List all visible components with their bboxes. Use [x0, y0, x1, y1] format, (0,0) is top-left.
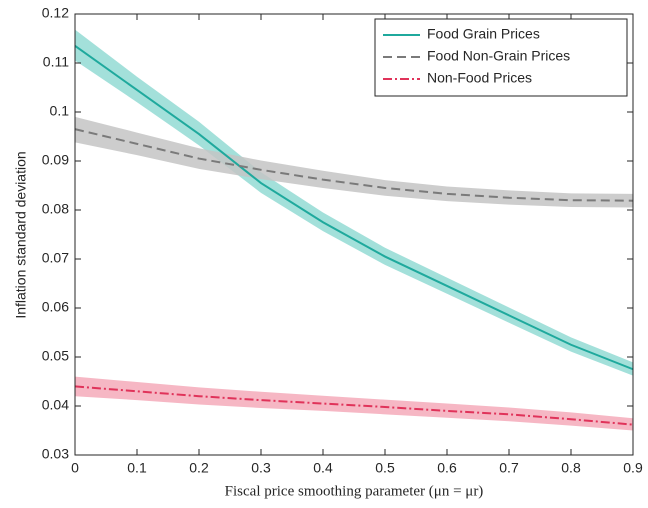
series-line [74, 128, 634, 202]
y-axis-label: Inflation standard deviation [13, 151, 29, 318]
x-tick-label: 0 [71, 460, 79, 476]
x-tick-label: 0.8 [561, 460, 581, 476]
legend-label: Food Grain Prices [427, 26, 540, 42]
y-tick-label: 0.09 [42, 152, 69, 168]
y-tick-label: 0.1 [50, 103, 70, 119]
y-tick-label: 0.03 [42, 446, 69, 462]
confidence-band [75, 116, 633, 208]
y-tick-label: 0.04 [42, 397, 69, 413]
x-tick-label: 0.6 [437, 460, 457, 476]
x-tick-label: 0.4 [313, 460, 333, 476]
series-line [74, 385, 634, 426]
y-tick-label: 0.07 [42, 250, 69, 266]
legend-label: Non-Food Prices [427, 70, 532, 86]
series-line [74, 45, 634, 371]
y-tick-label: 0.05 [42, 348, 69, 364]
x-axis-label: Fiscal price smoothing parameter (μn = μ… [225, 483, 484, 499]
x-tick-label: 0.3 [251, 460, 271, 476]
y-tick-label: 0.08 [42, 201, 69, 217]
y-tick-label: 0.12 [42, 5, 69, 21]
x-tick-label: 0.5 [375, 460, 395, 476]
x-tick-label: 0.1 [127, 460, 147, 476]
confidence-band [75, 29, 633, 376]
x-tick-label: 0.9 [623, 460, 643, 476]
x-tick-label: 0.2 [189, 460, 209, 476]
x-tick-label: 0.7 [499, 460, 519, 476]
y-tick-label: 0.06 [42, 299, 69, 315]
y-tick-label: 0.11 [43, 54, 69, 70]
confidence-band [75, 376, 633, 431]
plot-frame [74, 13, 634, 456]
legend-label: Food Non-Grain Prices [427, 48, 570, 64]
